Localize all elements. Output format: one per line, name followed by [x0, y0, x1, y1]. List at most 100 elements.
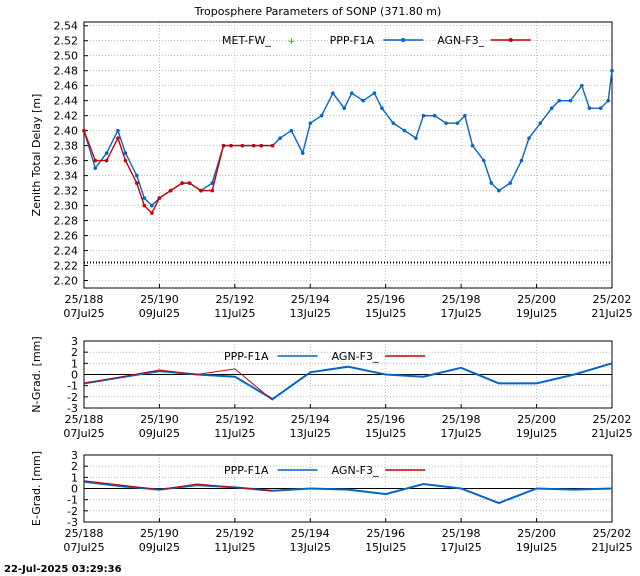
- legend-label: MET-FW_: [222, 34, 271, 47]
- data-point: [123, 158, 128, 163]
- y-tick-label: 2.28: [54, 215, 79, 228]
- x-tick-label: 25/192: [216, 527, 255, 540]
- data-point: [210, 181, 215, 185]
- data-point: [270, 143, 275, 148]
- y-tick-label: 2.52: [54, 35, 79, 48]
- data-point: [497, 188, 501, 193]
- x-tick-date: 21Jul25: [591, 541, 632, 554]
- x-tick-date: 11Jul25: [214, 541, 255, 554]
- data-point: [402, 128, 407, 133]
- data-point: [199, 188, 203, 193]
- y-tick-label: 2.34: [54, 170, 79, 183]
- legend-label: AGN-F3_: [332, 350, 379, 363]
- x-tick-date: 15Jul25: [365, 427, 406, 440]
- y-tick-label: 0: [71, 483, 78, 496]
- data-point: [414, 136, 418, 140]
- data-point: [580, 83, 584, 88]
- ztd-panel: 2.20 2.22 2.24 2.26 2.28 2.30 2.32 2.34 2.36 2.38…: [30, 20, 633, 320]
- y-tick-label: 2.24: [54, 245, 79, 258]
- data-point: [168, 188, 173, 193]
- x-tick-date: 17Jul25: [441, 541, 482, 554]
- data-point: [150, 211, 154, 215]
- x-tick-label: 25/190: [140, 293, 179, 306]
- y-tick-label: -2: [67, 505, 78, 518]
- data-point: [116, 128, 120, 133]
- legend-label: AGN-F3_: [437, 34, 484, 47]
- x-tick-label: 25/198: [442, 413, 481, 426]
- y-tick-label: 2.44: [54, 95, 79, 108]
- legend-marker: [401, 38, 406, 42]
- y-axis-label: Zenith Total Delay [m]: [30, 94, 43, 217]
- legend-label: PPP-F1A: [224, 350, 269, 363]
- data-point: [549, 106, 554, 110]
- x-tick-label: 25/200: [517, 527, 556, 540]
- x-tick-date: 17Jul25: [441, 427, 482, 440]
- data-point: [444, 121, 448, 125]
- y-tick-label: 2.26: [54, 230, 79, 243]
- data-point: [150, 203, 154, 208]
- data-point: [380, 106, 384, 110]
- data-point: [527, 136, 531, 140]
- y-tick-label: 1: [71, 471, 78, 484]
- x-tick-label: 25/194: [291, 413, 330, 426]
- data-point: [289, 128, 294, 133]
- data-point: [489, 181, 494, 185]
- series-ppp-f1a: [83, 362, 613, 401]
- y-tick-label: 3: [71, 449, 78, 462]
- x-tick-date: 07Jul25: [63, 541, 104, 554]
- data-point: [538, 121, 543, 125]
- data-point: [229, 143, 233, 148]
- x-tick-date: 07Jul25: [63, 307, 104, 320]
- data-point: [180, 181, 184, 185]
- series-agn-f3-: [83, 130, 273, 215]
- data-point: [93, 158, 98, 163]
- x-tick-label: 25/198: [442, 293, 481, 306]
- x-tick-label: 25/194: [291, 527, 330, 540]
- x-tick-label: 25/196: [366, 413, 405, 426]
- data-point: [519, 158, 524, 163]
- x-tick-label: 25/194: [291, 293, 330, 306]
- x-tick-date: 19Jul25: [516, 541, 557, 554]
- data-point: [278, 136, 282, 140]
- x-tick-label: 25/196: [366, 293, 405, 306]
- x-tick-date: 09Jul25: [139, 541, 180, 554]
- x-tick-date: 11Jul25: [214, 307, 255, 320]
- data-point: [421, 113, 426, 118]
- y-tick-label: -1: [67, 380, 78, 393]
- y-tick-label: 1: [71, 357, 78, 370]
- y-tick-label: 2.50: [54, 50, 79, 63]
- data-point: [508, 181, 512, 185]
- series-agn-f3-: [83, 480, 273, 492]
- x-tick-date: 11Jul25: [214, 427, 255, 440]
- data-point: [568, 98, 573, 103]
- data-point: [157, 196, 162, 200]
- y-tick-label: 3: [71, 335, 78, 348]
- data-point: [372, 91, 377, 95]
- data-point: [361, 98, 365, 103]
- y-tick-label: -3: [67, 516, 78, 529]
- y-tick-label: 2.48: [54, 65, 79, 78]
- x-tick-label: 25/188: [65, 527, 104, 540]
- x-tick-date: 13Jul25: [290, 541, 331, 554]
- legend-label: PPP-F1A: [330, 34, 375, 47]
- series-ppp-f1a: [83, 70, 613, 207]
- x-tick-label: 25/200: [517, 293, 556, 306]
- x-tick-date: 19Jul25: [516, 307, 557, 320]
- data-point: [463, 113, 467, 118]
- y-tick-label: 2: [71, 346, 78, 359]
- y-tick-label: -1: [67, 494, 78, 507]
- data-point: [104, 158, 109, 163]
- data-point: [240, 143, 245, 148]
- chart-title: Troposphere Parameters of SONP (371.80 m…: [194, 5, 442, 18]
- data-point: [135, 173, 139, 178]
- data-point: [455, 121, 460, 125]
- legend-label: PPP-F1A: [224, 464, 269, 477]
- y-axis-label: N-Grad. [mm]: [30, 336, 43, 412]
- data-point: [349, 91, 354, 95]
- y-tick-label: 2.38: [54, 140, 79, 153]
- x-tick-label: 25/190: [140, 527, 179, 540]
- footer-timestamp: 22-Jul-2025 03:29:36: [4, 564, 122, 575]
- data-point: [606, 98, 611, 103]
- x-tick-label: 25/202: [593, 293, 632, 306]
